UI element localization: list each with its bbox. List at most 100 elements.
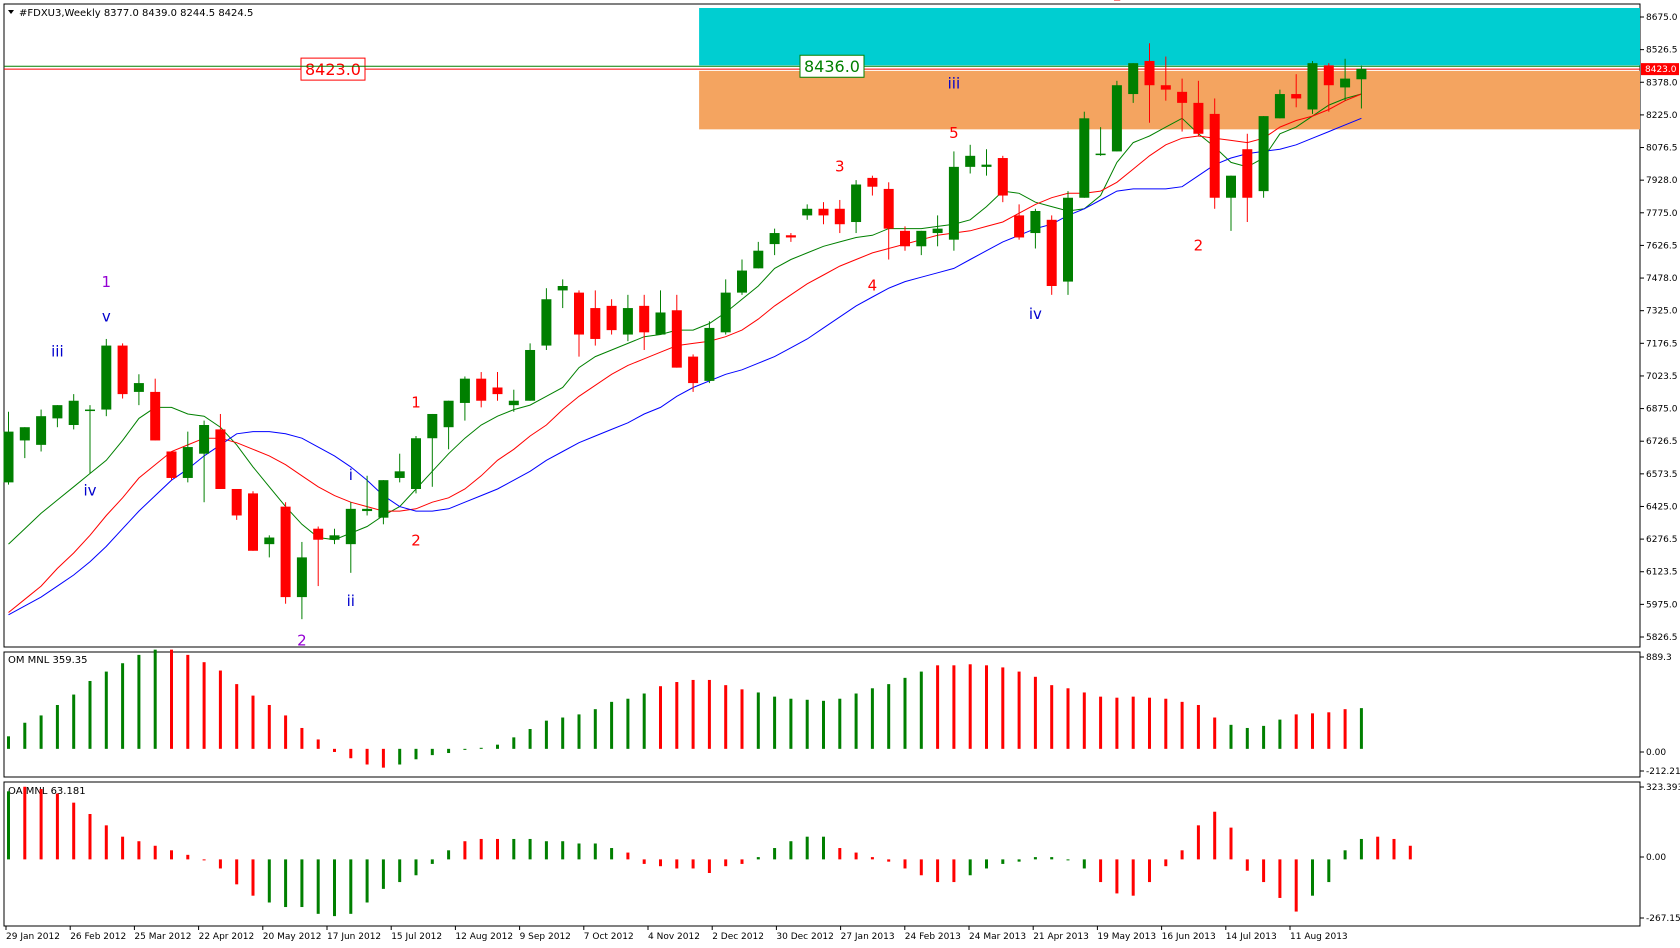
candle[interactable] [3, 411, 14, 485]
candle[interactable] [704, 321, 715, 384]
candle[interactable] [476, 372, 487, 408]
candle[interactable] [1307, 60, 1318, 114]
menu-arrow-icon[interactable] [8, 10, 14, 14]
candle[interactable] [965, 144, 976, 174]
candle[interactable] [541, 288, 552, 350]
candle[interactable] [981, 149, 992, 176]
candle[interactable] [492, 372, 503, 401]
candle[interactable] [883, 182, 894, 260]
candle[interactable] [1258, 116, 1269, 198]
candle[interactable] [818, 202, 829, 225]
candle[interactable] [948, 151, 959, 251]
candle[interactable] [622, 294, 633, 342]
candle[interactable] [590, 290, 601, 346]
candle[interactable] [1226, 175, 1236, 231]
histogram-bar [463, 748, 467, 750]
candle[interactable] [150, 378, 161, 441]
candle[interactable] [133, 374, 144, 406]
candle[interactable] [36, 409, 47, 452]
candle[interactable] [280, 502, 291, 604]
candle[interactable] [1063, 191, 1073, 295]
candle[interactable] [997, 155, 1008, 203]
candle[interactable] [248, 491, 258, 551]
target-zone-lower[interactable] [699, 70, 1640, 130]
candle[interactable] [52, 405, 63, 428]
candle[interactable] [834, 199, 845, 234]
candle[interactable] [900, 226, 910, 251]
candle[interactable] [606, 299, 617, 335]
histogram-bar [153, 649, 157, 749]
candle[interactable] [313, 526, 324, 587]
candle[interactable] [296, 541, 307, 620]
price-tick-label: 7928.0 [1646, 176, 1678, 186]
candle[interactable] [802, 204, 813, 220]
price-axis[interactable]: 8675.0 8526.5 8378.0 8225.0 8076.5 7928.0 7775… [1640, 13, 1679, 643]
candle-body [737, 270, 747, 293]
candle[interactable] [1030, 208, 1041, 249]
candle[interactable] [1160, 56, 1171, 101]
candle[interactable] [19, 427, 30, 459]
candle[interactable] [411, 436, 421, 494]
candle[interactable] [508, 389, 519, 412]
histogram-bar [773, 848, 777, 860]
candle[interactable] [1242, 133, 1253, 223]
candle[interactable] [362, 475, 373, 516]
candle[interactable] [785, 233, 796, 242]
candle[interactable] [101, 338, 112, 417]
candle[interactable] [427, 413, 438, 487]
candle[interactable] [737, 259, 747, 295]
candle[interactable] [68, 394, 79, 430]
histogram-bar [170, 649, 173, 749]
candle[interactable] [85, 405, 95, 474]
candle[interactable] [1128, 63, 1139, 103]
candle[interactable] [1323, 63, 1334, 112]
candle[interactable] [671, 294, 682, 368]
candle[interactable] [753, 241, 764, 269]
candle[interactable] [720, 279, 731, 335]
candle[interactable] [459, 376, 470, 421]
candle[interactable] [574, 290, 584, 357]
candle-body [1128, 63, 1139, 95]
candle[interactable] [688, 354, 699, 392]
histogram-bar [251, 859, 255, 896]
candle[interactable] [1193, 80, 1204, 136]
time-axis[interactable]: 29 Jan 2012 26 Feb 2012 25 Mar 2012 22 Apr … [5, 926, 1348, 942]
candle[interactable] [264, 535, 275, 558]
candle[interactable] [182, 431, 193, 483]
candle[interactable] [1014, 204, 1025, 240]
candle[interactable] [378, 480, 389, 525]
candle[interactable] [1291, 74, 1302, 108]
candle[interactable] [1046, 215, 1057, 295]
candle[interactable] [639, 294, 650, 350]
candle[interactable] [1177, 78, 1188, 132]
candle[interactable] [166, 451, 177, 481]
candle[interactable] [329, 528, 340, 545]
candle[interactable] [557, 279, 568, 309]
histogram-bar [1180, 850, 1184, 860]
candle[interactable] [932, 215, 943, 247]
candle[interactable] [394, 453, 405, 483]
candle[interactable] [199, 420, 210, 503]
candle[interactable] [1356, 65, 1367, 109]
candle[interactable] [1079, 111, 1090, 198]
candle[interactable] [345, 502, 356, 573]
candle[interactable] [1095, 127, 1106, 156]
candle[interactable] [117, 343, 128, 399]
candle[interactable] [1144, 43, 1155, 123]
candle[interactable] [1111, 80, 1122, 152]
candle[interactable] [215, 413, 226, 489]
candle[interactable] [1209, 98, 1220, 209]
candle[interactable] [1340, 58, 1351, 101]
candle[interactable] [867, 175, 878, 196]
candle[interactable] [851, 180, 862, 234]
candle[interactable] [655, 290, 666, 335]
candle[interactable] [443, 400, 454, 450]
candle[interactable] [231, 488, 242, 520]
candle[interactable] [769, 228, 780, 256]
candle[interactable] [1274, 89, 1285, 119]
candle[interactable] [916, 230, 927, 256]
histogram-bar [1196, 704, 1200, 749]
candle[interactable] [525, 343, 536, 401]
